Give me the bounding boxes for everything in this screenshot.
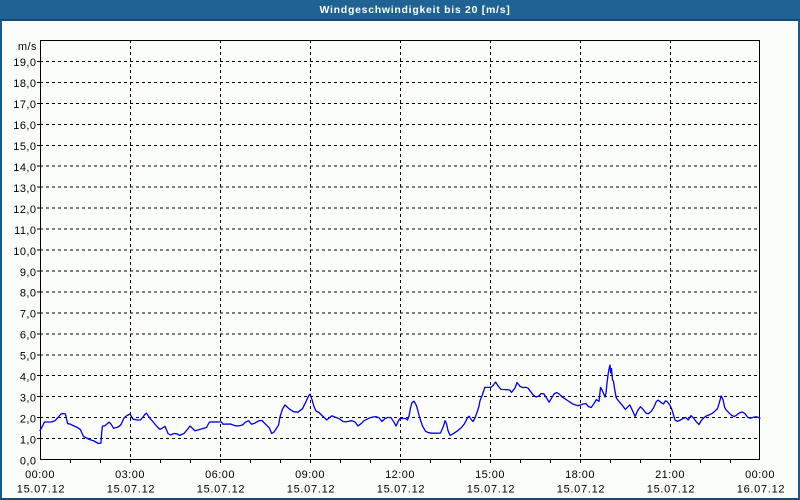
svg-text:10,0: 10,0 <box>13 246 36 258</box>
svg-text:00:00: 00:00 <box>25 469 55 481</box>
svg-text:15.07.12: 15.07.12 <box>17 484 65 496</box>
svg-text:15.07.12: 15.07.12 <box>107 484 155 496</box>
svg-text:03:00: 03:00 <box>115 469 145 481</box>
svg-text:06:00: 06:00 <box>205 469 235 481</box>
svg-text:16.07.12: 16.07.12 <box>737 484 785 496</box>
svg-text:09:00: 09:00 <box>295 469 325 481</box>
svg-text:6,0: 6,0 <box>20 330 37 342</box>
svg-text:11,0: 11,0 <box>14 225 36 237</box>
svg-text:12:00: 12:00 <box>385 469 415 481</box>
svg-text:2,0: 2,0 <box>20 413 37 425</box>
svg-text:14,0: 14,0 <box>13 162 36 174</box>
svg-text:15.07.12: 15.07.12 <box>197 484 245 496</box>
svg-text:00:00: 00:00 <box>745 469 775 481</box>
svg-text:5,0: 5,0 <box>20 351 37 363</box>
svg-text:13,0: 13,0 <box>13 183 36 195</box>
svg-text:1,0: 1,0 <box>20 434 37 446</box>
svg-text:18:00: 18:00 <box>565 469 595 481</box>
svg-text:18,0: 18,0 <box>13 78 36 90</box>
svg-text:21:00: 21:00 <box>655 469 685 481</box>
svg-text:16,0: 16,0 <box>13 120 36 132</box>
svg-text:15.07.12: 15.07.12 <box>377 484 425 496</box>
svg-text:m/s: m/s <box>18 41 37 53</box>
svg-text:0,0: 0,0 <box>20 455 37 467</box>
svg-text:17,0: 17,0 <box>13 99 36 111</box>
svg-text:15.07.12: 15.07.12 <box>467 484 515 496</box>
svg-text:15.07.12: 15.07.12 <box>647 484 695 496</box>
svg-text:4,0: 4,0 <box>20 372 37 384</box>
svg-text:15.07.12: 15.07.12 <box>557 484 605 496</box>
svg-text:8,0: 8,0 <box>20 288 37 300</box>
svg-text:15.07.12: 15.07.12 <box>287 484 335 496</box>
svg-text:15:00: 15:00 <box>475 469 505 481</box>
svg-text:9,0: 9,0 <box>20 267 37 279</box>
svg-text:3,0: 3,0 <box>20 392 37 404</box>
svg-text:15,0: 15,0 <box>13 141 36 153</box>
svg-text:7,0: 7,0 <box>20 309 37 321</box>
svg-text:12,0: 12,0 <box>13 204 36 216</box>
svg-text:19,0: 19,0 <box>13 57 36 69</box>
